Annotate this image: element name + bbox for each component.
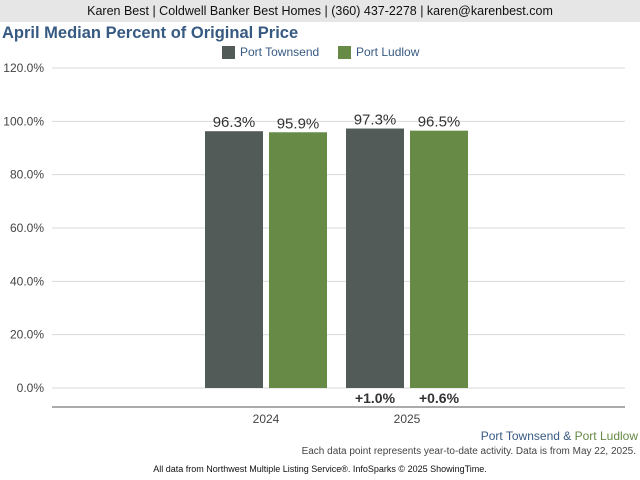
y-tick-label: 120.0% bbox=[3, 61, 44, 75]
data-label: 96.5% bbox=[418, 114, 461, 131]
bar-port-townsend-2024 bbox=[205, 131, 263, 388]
change-label: +1.0% bbox=[355, 390, 396, 406]
legend-item-port-townsend[interactable]: Port Townsend bbox=[222, 45, 319, 59]
y-tick-label: 80.0% bbox=[10, 168, 44, 182]
y-tick-label: 20.0% bbox=[10, 328, 44, 342]
legend-label-port-ludlow: Port Ludlow bbox=[356, 45, 420, 59]
contact-text: Karen Best | Coldwell Banker Best Homes … bbox=[87, 4, 553, 18]
footer-ampersand: & bbox=[563, 429, 572, 443]
data-label: 97.3% bbox=[354, 112, 397, 129]
footer-areas: Port Townsend & Port Ludlow bbox=[481, 429, 638, 443]
bar-port-ludlow-2025 bbox=[410, 130, 468, 388]
x-tick-label: 2025 bbox=[394, 412, 421, 426]
chart-legend: Port Townsend Port Ludlow bbox=[0, 45, 640, 63]
y-tick-label: 40.0% bbox=[10, 274, 44, 288]
bar-port-townsend-2025 bbox=[346, 128, 404, 389]
footer-area-port-townsend: Port Townsend bbox=[480, 429, 560, 443]
y-tick-label: 60.0% bbox=[10, 221, 44, 235]
legend-item-port-ludlow[interactable]: Port Ludlow bbox=[338, 45, 419, 59]
y-tick-label: 100.0% bbox=[3, 114, 44, 128]
x-tick-label: 2024 bbox=[253, 412, 280, 426]
legend-swatch-port-townsend bbox=[222, 45, 235, 59]
chart-title: April Median Percent of Original Price bbox=[2, 24, 299, 42]
footer-note: Each data point represents year-to-date … bbox=[301, 446, 636, 457]
legend-swatch-port-ludlow bbox=[338, 45, 351, 59]
contact-header: Karen Best | Coldwell Banker Best Homes … bbox=[0, 0, 640, 22]
data-label: 96.3% bbox=[213, 114, 256, 131]
footer-area-port-ludlow: Port Ludlow bbox=[574, 429, 638, 443]
legend-label-port-townsend: Port Townsend bbox=[240, 45, 320, 59]
y-tick-label: 0.0% bbox=[17, 381, 45, 395]
bar-port-ludlow-2024 bbox=[269, 132, 327, 388]
bar-chart: 0.0% 20.0% 40.0% 60.0% 80.0% 100.0% 120.0% 2024… bbox=[3, 61, 625, 426]
data-label: 95.9% bbox=[277, 115, 320, 132]
change-label: +0.6% bbox=[419, 390, 460, 406]
footer-source: All data from Northwest Multiple Listing… bbox=[153, 464, 487, 474]
